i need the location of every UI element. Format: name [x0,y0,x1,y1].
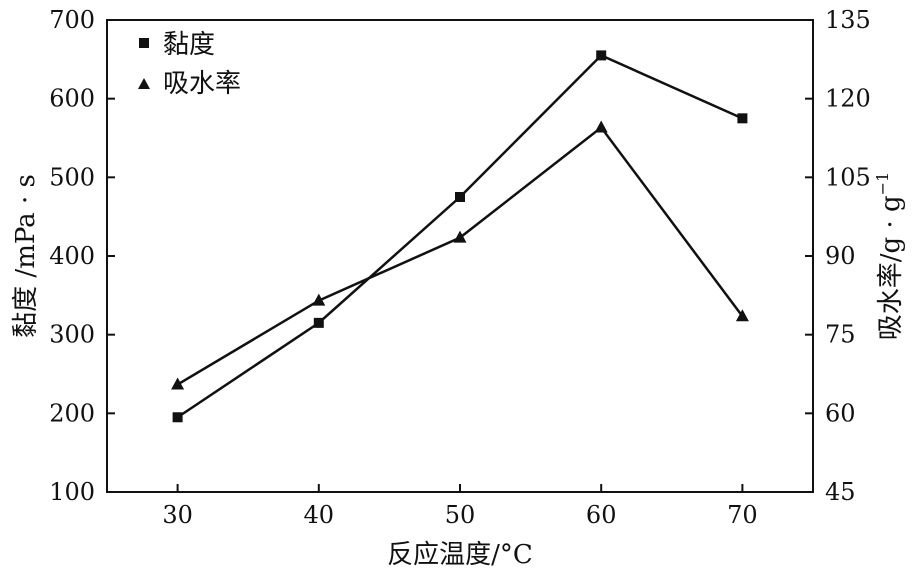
data-point-water-absorption [312,293,326,306]
y-left-tick-label: 100 [49,478,95,506]
y-right-tick-label: 75 [825,321,856,349]
y-left-tick-label: 600 [49,85,95,113]
x-axis-title: 反应温度/°C [387,540,533,570]
x-tick-label: 60 [586,501,617,529]
y-right-axis-title: 吸水率/g · g−1 [873,172,906,340]
y-right-axis-title-main: 吸水率/g · g [876,195,906,340]
y-right-tick-label: 90 [825,242,856,270]
legend-label-water-absorption: 吸水率 [163,69,241,99]
y-right-axis-title-superscript: −1 [873,172,892,196]
y-right-tick-label: 105 [825,163,871,191]
axis-ticks: 30 40 50 60 70 100 200 300 400 500 600 700 45 60 75 90 1… [49,6,871,529]
data-point-viscosity [455,192,465,202]
x-tick-label: 30 [162,501,193,529]
y-left-tick-label: 200 [49,399,95,427]
x-tick-label: 70 [727,501,758,529]
x-tick-label: 40 [304,501,335,529]
y-left-tick-label: 300 [49,321,95,349]
data-point-water-absorption [171,377,185,390]
y-right-tick-label: 60 [825,399,856,427]
data-point-water-absorption [735,309,749,322]
legend-marker-square [139,38,149,48]
series-markers [171,50,749,423]
data-point-viscosity [737,113,748,124]
legend-marker-triangle [138,78,150,89]
y-right-tick-label: 135 [825,6,871,34]
series-line-water-absorption [176,125,744,386]
data-point-viscosity [596,50,607,61]
y-left-axis-title: 黏度 /mPa · s [11,174,41,338]
x-tick-label: 50 [445,501,476,529]
legend-label-viscosity: 黏度 [163,30,215,60]
y-right-tick-label: 45 [825,478,856,506]
data-point-viscosity [172,412,183,423]
y-left-tick-label: 700 [49,6,95,34]
data-point-viscosity [313,317,324,328]
data-point-water-absorption [453,230,467,243]
data-point-water-absorption [594,120,608,133]
y-left-tick-label: 500 [49,163,95,191]
legend: 黏度 吸水率 [138,30,241,99]
y-right-tick-label: 120 [825,85,871,113]
y-left-tick-label: 400 [49,242,95,270]
